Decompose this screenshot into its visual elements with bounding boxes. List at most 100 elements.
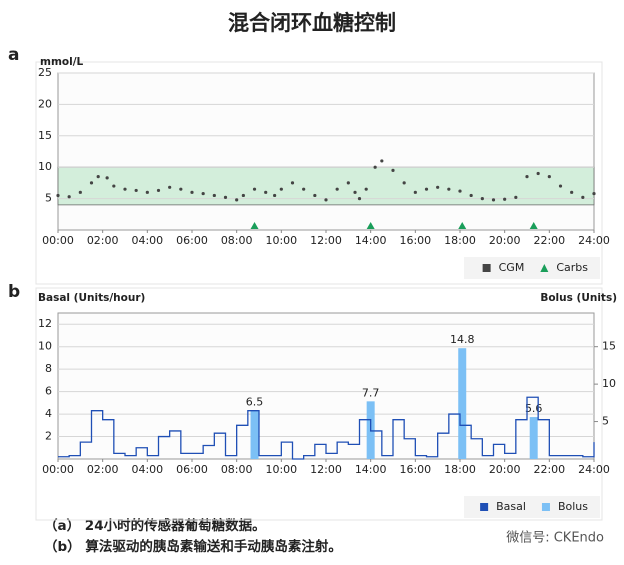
y-tick-label: 25 [38, 66, 52, 79]
legend-box [464, 496, 600, 518]
y2-tick-label: 15 [602, 340, 616, 353]
axis-label: Basal (Units/hour) [38, 292, 145, 304]
cgm-point [56, 193, 60, 198]
y-tick-label: 8 [45, 362, 52, 375]
x-tick-label: 12:00 [310, 234, 342, 247]
cgm-point [264, 190, 268, 194]
x-tick-label: 22:00 [533, 463, 565, 476]
x-tick-label: 18:00 [444, 463, 476, 476]
figure-title: 混合闭环血糖控制 [228, 11, 396, 35]
cgm-point [424, 187, 429, 191]
cgm-point [447, 187, 451, 191]
cgm-point [156, 188, 161, 193]
legend-label: Carbs [556, 261, 588, 274]
x-tick-label: 08:00 [221, 234, 253, 247]
cgm-point [402, 181, 406, 185]
legend-box [464, 257, 600, 279]
cgm-point [558, 184, 563, 188]
plot-area [57, 312, 595, 460]
caption: （b） 算法驱动的胰岛素输送和手动胰岛素注射。 [44, 538, 342, 555]
x-tick-label: 10:00 [265, 234, 297, 247]
cgm-point [353, 190, 357, 194]
legend-swatch [541, 503, 550, 511]
y-tick-label: 20 [38, 97, 52, 110]
bolus-label: 7.7 [362, 386, 380, 399]
bolus-label: 14.8 [450, 333, 475, 346]
x-tick-label: 22:00 [533, 234, 565, 247]
y-tick-label: 5 [45, 192, 52, 205]
cgm-point [241, 193, 245, 198]
carb-marker [529, 222, 538, 229]
y-tick-label: 10 [38, 340, 52, 353]
x-tick-label: 12:00 [310, 463, 342, 476]
x-tick-label: 14:00 [355, 234, 387, 247]
x-tick-label: 16:00 [399, 463, 431, 476]
cgm-point [525, 175, 529, 179]
panel-label: b [8, 282, 20, 302]
carb-marker [250, 222, 259, 229]
x-tick-label: 16:00 [399, 234, 431, 247]
legend-label: Basal [496, 500, 526, 513]
cgm-point [380, 159, 384, 163]
x-tick-label: 04:00 [131, 234, 163, 247]
legend-swatch [482, 264, 491, 272]
cgm-point [212, 193, 216, 198]
cgm-point [413, 190, 417, 194]
chart-frame [35, 287, 603, 521]
cgm-point [168, 185, 172, 189]
y-tick-label: 2 [45, 430, 52, 443]
cgm-point [547, 175, 551, 179]
cgm-point [503, 197, 507, 201]
y-tick-label: 10 [38, 160, 52, 173]
cgm-point [514, 195, 518, 199]
cgm-point [112, 184, 116, 188]
y-tick-label: 4 [45, 407, 52, 420]
cgm-point [335, 187, 339, 191]
cgm-point [324, 198, 328, 202]
x-tick-label: 20:00 [489, 463, 521, 476]
cgm-point [179, 187, 183, 191]
y-tick-label: 12 [38, 317, 52, 330]
cgm-point [373, 165, 377, 169]
cgm-point [134, 188, 138, 193]
cgm-point [592, 191, 596, 196]
cgm-point [313, 193, 317, 198]
cgm-point [302, 187, 306, 191]
bolus-label: 6.5 [246, 395, 264, 408]
x-tick-label: 00:00 [42, 463, 74, 476]
x-tick-label: 06:00 [176, 234, 208, 247]
cgm-point [89, 181, 94, 185]
cgm-point [491, 198, 496, 202]
cgm-point [105, 176, 109, 180]
plot-area [57, 72, 595, 231]
carb-marker [366, 222, 375, 229]
cgm-point [123, 187, 127, 191]
y2-tick-label: 10 [602, 377, 616, 390]
basal-line [58, 396, 595, 460]
legend-label: CGM [499, 261, 525, 274]
x-tick-label: 20:00 [489, 234, 521, 247]
legend-label: Bolus [558, 500, 588, 513]
cgm-point [279, 187, 283, 191]
cgm-point [391, 168, 395, 172]
cgm-point [145, 190, 149, 194]
cgm-point [357, 197, 362, 201]
y2-tick-label: 5 [602, 415, 609, 428]
cgm-point [252, 187, 257, 191]
cgm-point [480, 197, 484, 201]
axis-label: Bolus (Units) [540, 292, 617, 304]
bolus-bar [250, 410, 259, 459]
x-tick-label: 00:00 [42, 234, 74, 247]
bolus-bar [529, 417, 538, 459]
cgm-point [235, 198, 239, 202]
cgm-point [581, 195, 585, 199]
chart-frame [35, 61, 603, 285]
legend-swatch [480, 503, 489, 511]
x-tick-label: 18:00 [444, 234, 476, 247]
x-tick-label: 08:00 [221, 463, 253, 476]
watermark: 微信号: CKEndo [506, 531, 604, 546]
cgm-point [536, 171, 540, 176]
cgm-point [469, 193, 473, 198]
cgm-point [67, 195, 71, 199]
